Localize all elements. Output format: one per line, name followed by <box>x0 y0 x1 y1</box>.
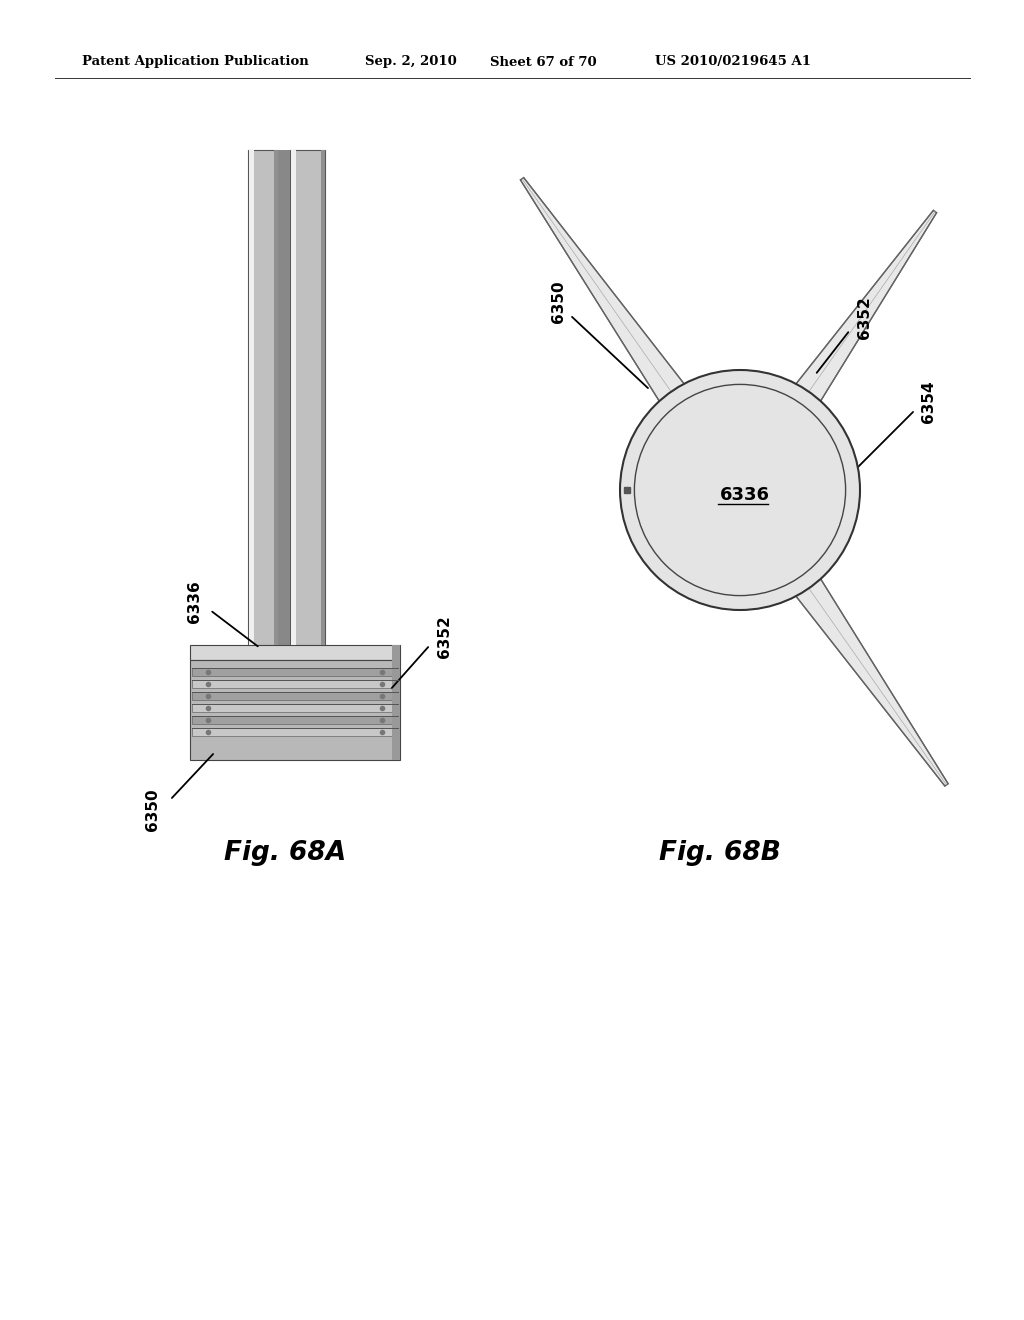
Text: Fig. 68A: Fig. 68A <box>224 840 346 866</box>
Bar <box>392 645 400 760</box>
Text: 6350: 6350 <box>145 788 161 832</box>
Text: 6352: 6352 <box>857 297 872 339</box>
Bar <box>190 660 400 760</box>
Bar <box>291 150 296 645</box>
Text: Patent Application Publication: Patent Application Publication <box>82 55 309 69</box>
Text: US 2010/0219645 A1: US 2010/0219645 A1 <box>655 55 811 69</box>
Bar <box>193 668 398 676</box>
Text: Sheet 67 of 70: Sheet 67 of 70 <box>490 55 597 69</box>
Polygon shape <box>520 178 694 416</box>
Bar <box>193 715 398 723</box>
Text: 6336: 6336 <box>187 581 203 623</box>
Bar <box>278 150 290 645</box>
Bar <box>193 680 398 688</box>
Bar <box>321 150 325 645</box>
Bar <box>290 150 325 645</box>
Text: 6352: 6352 <box>437 615 453 659</box>
Bar <box>190 645 400 660</box>
Text: 6354: 6354 <box>921 380 936 424</box>
Bar <box>193 729 398 737</box>
Polygon shape <box>785 565 948 785</box>
Polygon shape <box>785 210 937 416</box>
Bar <box>193 692 398 700</box>
Text: Sep. 2, 2010: Sep. 2, 2010 <box>365 55 457 69</box>
Bar <box>274 150 278 645</box>
Circle shape <box>620 370 860 610</box>
Text: Fig. 68B: Fig. 68B <box>659 840 781 866</box>
Text: 6336: 6336 <box>720 486 770 504</box>
Bar <box>249 150 254 645</box>
Bar <box>248 150 278 645</box>
Bar <box>193 704 398 711</box>
Text: 6350: 6350 <box>551 281 565 323</box>
